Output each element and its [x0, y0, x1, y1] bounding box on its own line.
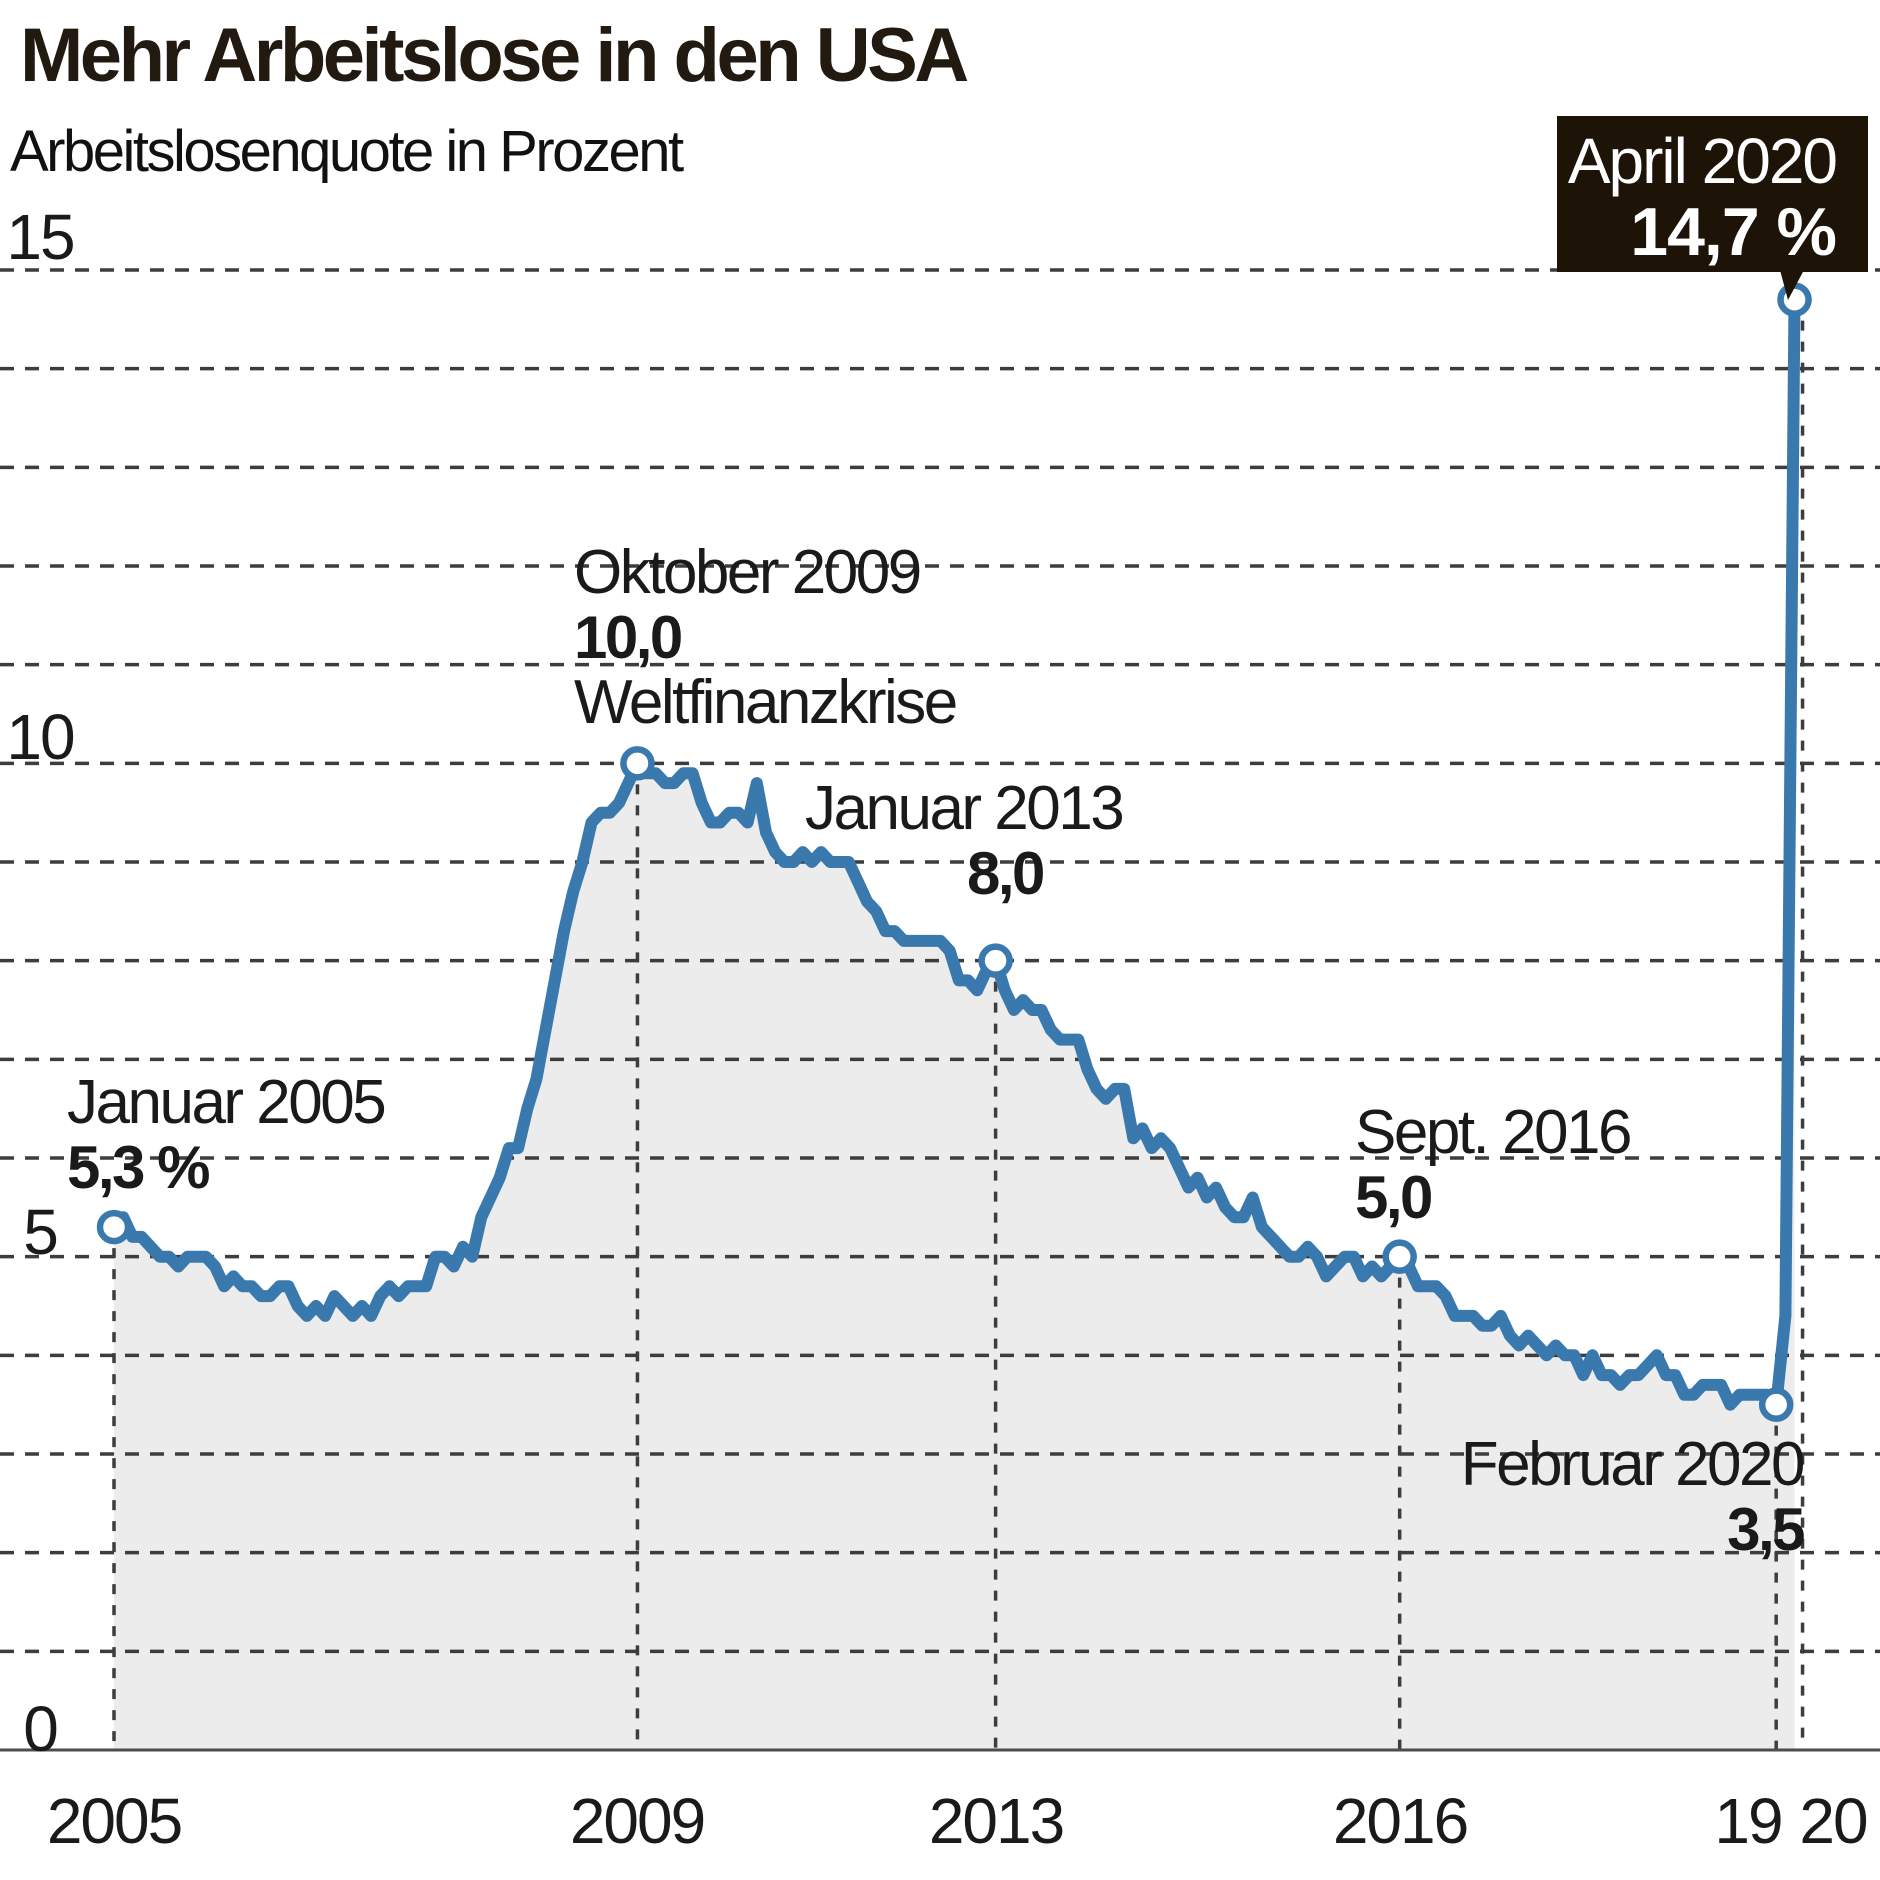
x-tick-2009: 2009	[569, 1785, 706, 1857]
annotation-value: 10,0	[574, 604, 683, 671]
annotation-value: 5,3 %	[67, 1134, 210, 1201]
annotation-value: 3,5	[1727, 1496, 1805, 1563]
annotation-date: Januar 2013	[805, 774, 1125, 843]
y-tick-5: 5	[23, 1196, 59, 1268]
annotation-date: Februar 2020	[1460, 1430, 1806, 1499]
callout-value: 14,7 %	[1630, 194, 1837, 270]
annotation-sept-2016: Sept. 2016 5,0	[1355, 1098, 1632, 1231]
x-tick-2013: 2013	[928, 1785, 1065, 1857]
annotation-oktober-2009: Oktober 2009 10,0 Weltfinanzkrise	[574, 538, 958, 737]
x-tick-2020: 20	[1799, 1785, 1868, 1857]
y-tick-10: 10	[6, 701, 75, 773]
annotation-value: 5,0	[1355, 1164, 1433, 1231]
y-tick-15: 15	[6, 201, 75, 273]
marker-oktober-2009	[620, 746, 655, 781]
annotation-value: 8,0	[967, 840, 1045, 907]
marker-februar-2020	[1758, 1387, 1794, 1422]
annotation-januar-2013: Januar 2013 8,0	[805, 774, 1125, 907]
annotation-date: Januar 2005	[67, 1068, 387, 1137]
x-tick-2019: 19	[1714, 1785, 1783, 1857]
annotation-date: Oktober 2009	[574, 538, 922, 607]
marker-januar-2005	[96, 1209, 132, 1245]
page-subtitle: Arbeitslosenquote in Prozent	[10, 119, 684, 184]
april-2020-callout: April 2020 14,7 %	[1557, 116, 1868, 272]
callout-date: April 2020	[1567, 125, 1838, 197]
annotation-note: Weltfinanzkrise	[574, 668, 958, 737]
callout-pointer	[1780, 270, 1804, 300]
annotation-januar-2005: Januar 2005 5,3 %	[67, 1068, 387, 1201]
marker-sept--2016	[1382, 1239, 1417, 1274]
series-area-fill	[114, 299, 1795, 1751]
marker-januar-2013	[978, 943, 1013, 978]
y-tick-0: 0	[23, 1693, 59, 1765]
x-tick-2016: 2016	[1332, 1785, 1469, 1857]
unemployment-line	[108, 293, 1801, 1411]
x-tick-2005: 2005	[46, 1785, 183, 1857]
annotation-date: Sept. 2016	[1355, 1098, 1632, 1167]
annotation-februar-2020: Februar 2020 3,5	[1460, 1430, 1806, 1563]
page-title: Mehr Arbeitslose in den USA	[20, 13, 969, 98]
